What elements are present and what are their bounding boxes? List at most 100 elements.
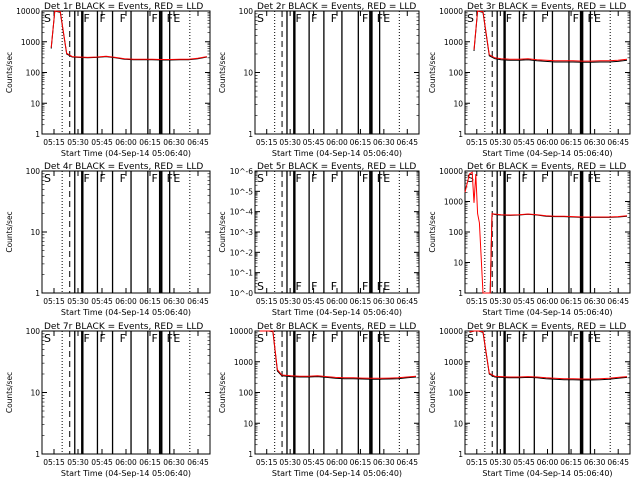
x-tick-label: 06:30 [373, 138, 395, 147]
y-tick-label: 10^-6 [230, 167, 254, 176]
series-line-red [259, 330, 417, 379]
y-tick-label: 1 [35, 450, 40, 459]
plot-panel-2: Det 2r BLACK = Events, RED = LLD 1 10 100 05… [218, 2, 420, 158]
y-tick-label: 1 [35, 289, 40, 298]
segment-marker: F [331, 280, 337, 293]
segment-marker: F [311, 172, 317, 185]
y-tick-label: 10000 [439, 327, 463, 336]
plot-frame [254, 10, 420, 135]
series-line-black [259, 330, 417, 380]
y-axis-title: Counts/sec [5, 372, 14, 413]
plot-panel-4: Det 4r BLACK = Events, RED = LLD 1 10 100 05… [5, 162, 211, 317]
y-tick-label: 1 [35, 130, 40, 139]
y-tick-label: 1000 [21, 38, 40, 47]
x-tick-label: 06:00 [326, 458, 348, 467]
x-tick-label: 05:15 [256, 297, 278, 306]
x-tick-label: 06:15 [350, 297, 372, 306]
y-tick-label: 1 [458, 130, 463, 139]
x-tick-label: 05:30 [279, 458, 301, 467]
x-axis-title: Start Time (04-Sep-14 05:06:40) [482, 149, 612, 158]
segment-marker: E [173, 172, 180, 185]
x-tick-label: 06:00 [115, 458, 137, 467]
x-axis-title: Start Time (04-Sep-14 05:06:40) [482, 469, 612, 478]
segment-marker: F [296, 172, 302, 185]
x-tick-label: 06:15 [139, 297, 161, 306]
segment-marker: F [167, 172, 173, 185]
x-tick-label: 05:30 [490, 297, 512, 306]
x-tick-label: 05:30 [490, 138, 512, 147]
x-tick-label: 06:45 [607, 458, 629, 467]
segment-marker: S [257, 332, 264, 345]
segment-marker: S [467, 332, 474, 345]
segment-marker: F [120, 332, 126, 345]
segment-marker: F [311, 12, 317, 25]
x-tick-label: 05:45 [91, 458, 113, 467]
plot-title: Det 3r BLACK = Events, RED = LLD [467, 2, 626, 12]
segment-marker: F [99, 172, 105, 185]
segment-marker: F [377, 172, 383, 185]
x-axis-title: Start Time (04-Sep-14 05:06:40) [61, 469, 191, 478]
x-tick-label: 05:45 [91, 297, 113, 306]
segment-marker: F [331, 172, 337, 185]
x-axis-title: Start Time (04-Sep-14 05:06:40) [61, 308, 191, 317]
segment-marker: F [296, 12, 302, 25]
x-tick-label: 06:15 [560, 138, 582, 147]
x-tick-label: 05:15 [256, 458, 278, 467]
x-tick-label: 05:15 [43, 458, 65, 467]
y-tick-label: 1 [458, 450, 463, 459]
segment-marker: F [573, 172, 579, 185]
y-tick-label: 10 [453, 259, 463, 268]
y-axis-title: Counts/sec [5, 211, 14, 252]
segment-marker: F [587, 12, 593, 25]
x-tick-label: 05:15 [466, 297, 488, 306]
segment-marker: E [594, 12, 601, 25]
plot-panel-6: Det 6r BLACK = Events, RED = LLD 1 10 100 10… [428, 162, 631, 317]
x-axis-title: Start Time (04-Sep-14 05:06:40) [482, 308, 612, 317]
segment-marker: F [377, 12, 383, 25]
segment-marker: F [99, 12, 105, 25]
segment-marker: F [152, 12, 158, 25]
x-axis-title: Start Time (04-Sep-14 05:06:40) [272, 469, 402, 478]
x-tick-label: 06:45 [187, 138, 209, 147]
y-tick-label: 10000 [16, 7, 40, 16]
x-tick-label: 05:30 [67, 458, 89, 467]
segment-marker: F [99, 332, 105, 345]
y-tick-label: 100 [26, 167, 41, 176]
plot-panel-5: Det 5r BLACK = Events, RED = LLD 10^-0 10^… [218, 162, 420, 317]
x-axis-title: Start Time (04-Sep-14 05:06:40) [272, 308, 402, 317]
y-tick-label: 1 [248, 130, 253, 139]
series-line-black [469, 330, 628, 381]
y-tick-label: 1000 [444, 358, 463, 367]
segment-marker: F [521, 12, 527, 25]
segment-marker: S [257, 280, 264, 293]
x-tick-label: 05:45 [513, 297, 535, 306]
y-tick-label: 1 [458, 289, 463, 298]
segment-marker: F [362, 280, 368, 293]
plot-title: Det 6r BLACK = Events, RED = LLD [467, 162, 626, 172]
segment-marker: F [362, 12, 368, 25]
segment-marker: E [594, 172, 601, 185]
x-tick-label: 05:15 [43, 138, 65, 147]
plot-frame [254, 170, 420, 294]
plot-frame [464, 330, 631, 455]
y-tick-label: 100 [239, 389, 254, 398]
y-axis-title: Counts/sec [428, 211, 437, 252]
segment-marker: F [331, 332, 337, 345]
segment-marker: F [83, 172, 89, 185]
y-axis-title: Counts/sec [218, 52, 227, 93]
segment-marker: F [377, 332, 383, 345]
segment-marker: F [311, 332, 317, 345]
plot-frame [41, 330, 211, 455]
x-tick-label: 06:15 [560, 458, 582, 467]
x-tick-label: 06:30 [584, 297, 606, 306]
segment-marker: F [377, 280, 383, 293]
segment-marker: E [383, 280, 390, 293]
segment-marker: F [152, 172, 158, 185]
x-tick-label: 06:30 [163, 138, 185, 147]
x-tick-label: 05:15 [466, 458, 488, 467]
plot-title: Det 9r BLACK = Events, RED = LLD [467, 322, 626, 332]
plot-frame [464, 170, 631, 294]
x-tick-label: 05:30 [279, 297, 301, 306]
segment-marker: F [152, 332, 158, 345]
x-tick-label: 06:30 [373, 458, 395, 467]
